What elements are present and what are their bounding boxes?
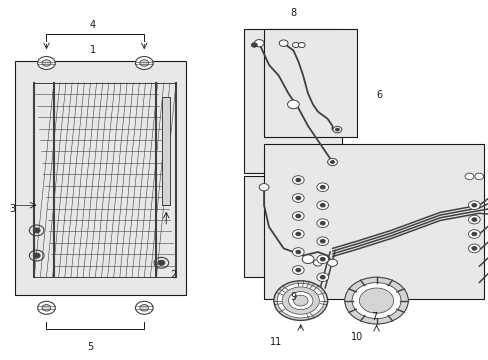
Circle shape [295, 250, 300, 254]
Bar [15, 61, 185, 295]
Circle shape [295, 232, 300, 236]
Circle shape [327, 259, 337, 266]
Circle shape [292, 176, 304, 184]
Circle shape [335, 128, 339, 131]
Circle shape [277, 283, 324, 318]
Circle shape [292, 42, 299, 48]
Circle shape [293, 295, 307, 306]
Text: 1: 1 [90, 45, 96, 55]
Circle shape [344, 277, 407, 324]
Circle shape [332, 126, 341, 133]
Text: 4: 4 [90, 20, 96, 30]
Circle shape [33, 253, 40, 258]
Circle shape [295, 268, 300, 272]
Circle shape [316, 273, 328, 282]
Circle shape [292, 248, 304, 256]
Circle shape [468, 244, 479, 253]
Circle shape [471, 218, 476, 221]
Bar [162, 97, 170, 205]
Circle shape [316, 237, 328, 246]
Circle shape [38, 301, 55, 314]
Circle shape [359, 288, 393, 313]
Circle shape [316, 255, 328, 264]
Circle shape [282, 287, 319, 314]
Circle shape [135, 301, 153, 314]
Circle shape [38, 57, 55, 69]
Circle shape [251, 43, 257, 47]
Circle shape [295, 178, 300, 182]
Text: 11: 11 [269, 337, 282, 347]
Circle shape [471, 232, 476, 236]
Text: 10: 10 [350, 332, 363, 342]
Text: 9: 9 [290, 292, 296, 302]
Circle shape [273, 281, 327, 320]
Circle shape [471, 247, 476, 250]
Circle shape [292, 266, 304, 274]
Circle shape [316, 201, 328, 210]
Text: 2: 2 [170, 270, 176, 280]
Circle shape [298, 42, 305, 48]
Circle shape [259, 184, 268, 191]
Circle shape [320, 185, 325, 189]
Circle shape [327, 158, 337, 166]
Circle shape [135, 57, 153, 69]
Circle shape [351, 283, 400, 319]
Circle shape [287, 100, 299, 109]
Circle shape [316, 219, 328, 228]
Circle shape [320, 221, 325, 225]
Circle shape [292, 194, 304, 202]
Circle shape [158, 260, 164, 265]
Circle shape [292, 212, 304, 220]
Circle shape [140, 305, 148, 311]
Bar [264, 144, 483, 299]
Circle shape [295, 214, 300, 218]
Circle shape [474, 173, 483, 180]
Circle shape [292, 230, 304, 238]
Circle shape [320, 275, 325, 279]
Circle shape [468, 201, 479, 210]
Circle shape [471, 203, 476, 207]
Bar [244, 176, 342, 277]
Bar [34, 83, 176, 277]
Circle shape [302, 255, 313, 264]
Text: 6: 6 [376, 90, 382, 100]
Text: 7: 7 [370, 312, 376, 322]
Circle shape [42, 60, 51, 66]
Circle shape [140, 60, 148, 66]
Bar [264, 29, 356, 137]
Circle shape [33, 228, 40, 233]
Circle shape [320, 257, 325, 261]
Circle shape [254, 40, 264, 47]
Circle shape [468, 215, 479, 224]
Circle shape [279, 40, 287, 46]
Circle shape [320, 203, 325, 207]
Circle shape [316, 183, 328, 192]
Text: 5: 5 [87, 342, 93, 352]
Bar [244, 29, 342, 173]
Circle shape [288, 292, 312, 310]
Circle shape [42, 305, 51, 311]
Circle shape [468, 230, 479, 238]
Text: 3: 3 [10, 204, 16, 214]
Circle shape [464, 173, 473, 180]
Text: 8: 8 [290, 8, 296, 18]
Circle shape [313, 260, 322, 266]
Circle shape [330, 161, 334, 163]
Circle shape [295, 196, 300, 200]
Circle shape [320, 239, 325, 243]
